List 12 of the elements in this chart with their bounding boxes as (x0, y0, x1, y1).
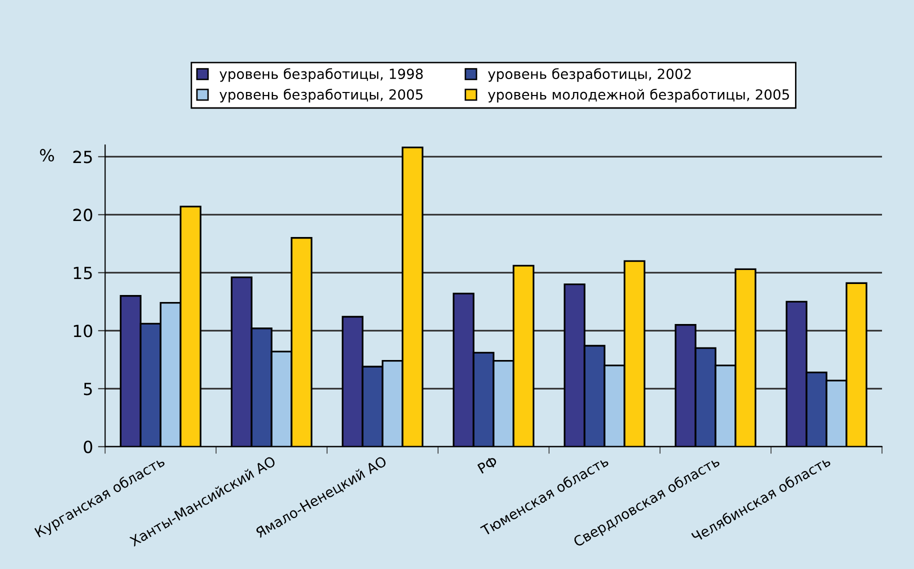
legend-label: уровень безработицы, 2002 (488, 68, 691, 82)
y-tick-label: 25 (73, 150, 92, 164)
y-tick-label: 5 (84, 382, 92, 396)
y-tick-label: 10 (74, 324, 92, 338)
y-tick-label: 20 (73, 208, 92, 222)
x-tick-label: РФ (477, 456, 498, 474)
y-tick-label: 15 (74, 266, 92, 280)
legend-label: уровень молодежной безработицы, 2005 (488, 88, 789, 102)
legend-label: уровень безработицы, 2005 (220, 88, 422, 102)
y-axis-title: % (40, 148, 54, 162)
y-tick-label: 0 (84, 440, 92, 454)
legend-label: уровень безработицы, 1998 (220, 68, 423, 82)
